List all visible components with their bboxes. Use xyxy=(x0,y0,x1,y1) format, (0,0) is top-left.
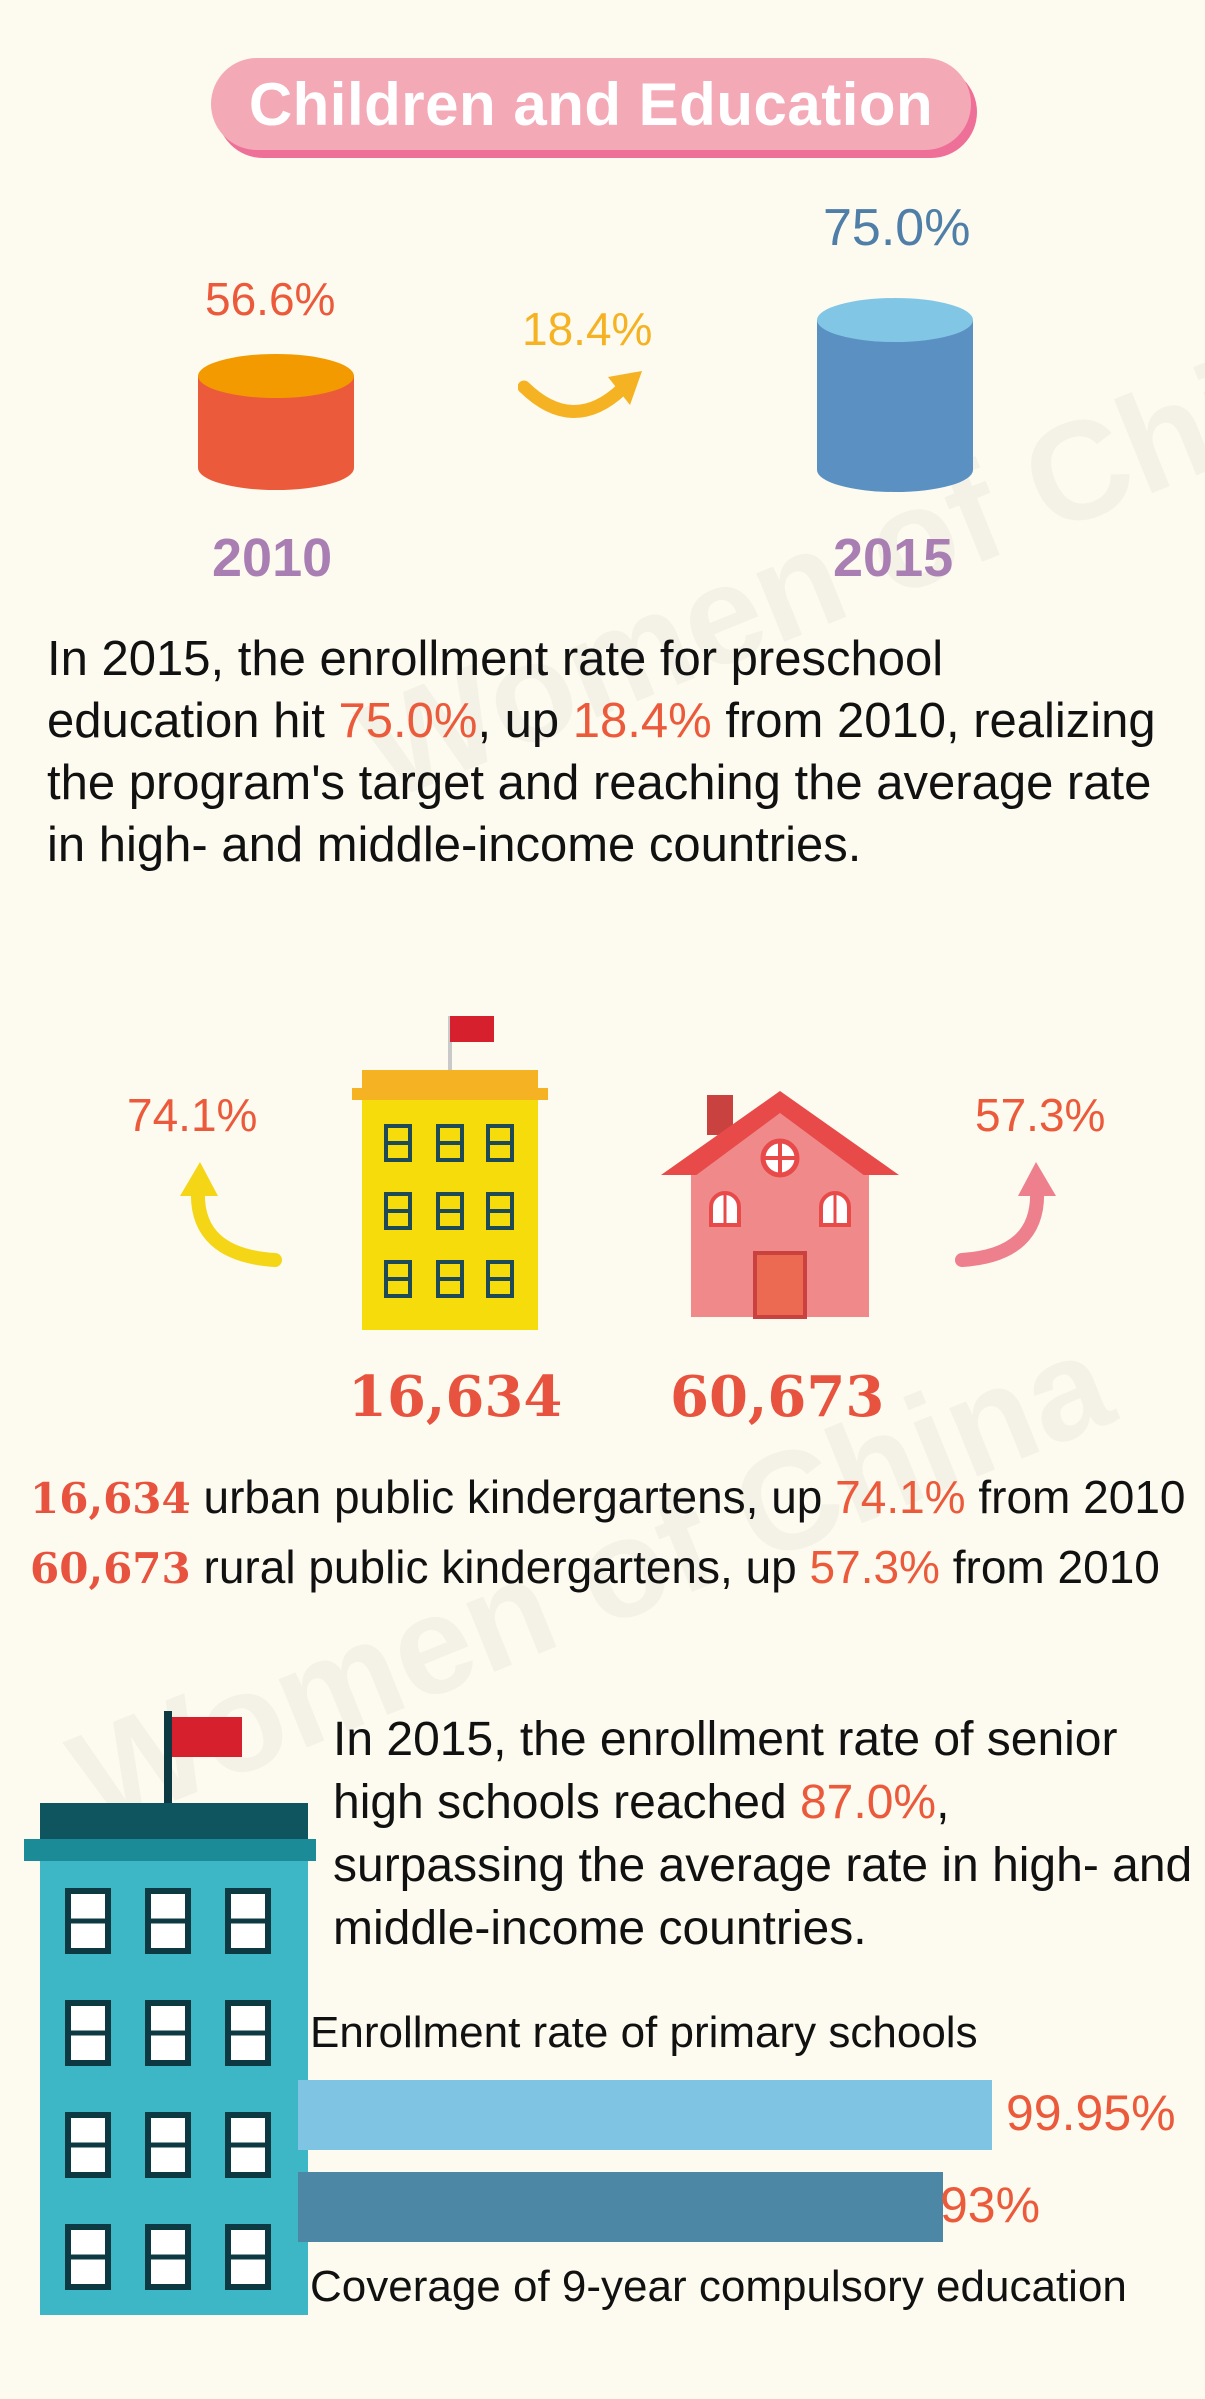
primary-enrollment-bar xyxy=(298,2080,992,2150)
highlight-value: 18.4% xyxy=(572,694,712,748)
school-building-icon xyxy=(24,1711,316,2315)
compulsory-bar-value: 93% xyxy=(940,2177,1041,2233)
line-text: urban public kindergartens, up xyxy=(190,1471,836,1523)
compulsory-education-bar xyxy=(298,2172,943,2242)
rural-count: 60,673 xyxy=(670,1364,885,1430)
rate-2015: 75.0% xyxy=(823,199,971,257)
rural-line: 60,673 rural public kindergartens, up 57… xyxy=(30,1540,1160,1594)
preschool-paragraph: In 2015, the enrollment rate for prescho… xyxy=(47,628,1167,876)
rate-2010: 56.6% xyxy=(205,273,336,325)
rural-line-number: 60,673 xyxy=(30,1544,191,1593)
urban-line-number: 16,634 xyxy=(30,1474,191,1523)
cylinder-2015-icon xyxy=(817,298,973,492)
line-text: from 2010 xyxy=(965,1471,1186,1523)
line-pct: 74.1% xyxy=(835,1471,966,1523)
paragraph-text: from 2010, realizing the program's targe… xyxy=(47,694,1156,872)
rural-growth: 57.3% xyxy=(975,1089,1106,1141)
rural-house-icon xyxy=(661,1091,899,1319)
primary-bar-value: 99.95% xyxy=(1006,2085,1176,2141)
highlight-value: 87.0% xyxy=(799,1776,937,1829)
paragraph-text: , surpassing the average rate in high- a… xyxy=(333,1776,1193,1955)
year-2010: 2010 xyxy=(212,528,333,588)
urban-growth: 74.1% xyxy=(127,1089,258,1141)
curved-arrow-icon xyxy=(518,371,642,418)
primary-bar-label: Enrollment rate of primary schools xyxy=(310,2008,978,2057)
cylinder-2010-icon xyxy=(198,354,354,490)
title-banner: Children and Education xyxy=(211,58,971,150)
line-text: rural public kindergartens, up xyxy=(190,1541,810,1593)
paragraph-text: In 2015, the enrollment rate of senior h… xyxy=(333,1713,1118,1829)
urban-growth-arrow-icon xyxy=(180,1162,282,1267)
rural-growth-arrow-icon xyxy=(955,1162,1056,1267)
urban-building-icon xyxy=(352,1016,548,1330)
highlight-value: 75.0% xyxy=(338,694,478,748)
urban-count: 16,634 xyxy=(348,1364,563,1430)
year-2015: 2015 xyxy=(833,528,954,588)
paragraph-text: In 2015, the enrollment rate for prescho… xyxy=(47,632,944,748)
line-pct: 57.3% xyxy=(809,1541,940,1593)
senior-high-paragraph: In 2015, the enrollment rate of senior h… xyxy=(333,1708,1193,1960)
line-text: from 2010 xyxy=(939,1541,1160,1593)
rate-increase: 18.4% xyxy=(522,303,653,355)
compulsory-bar-label: Coverage of 9-year compulsory education xyxy=(310,2262,1127,2311)
urban-line: 16,634 urban public kindergartens, up 74… xyxy=(30,1470,1186,1524)
paragraph-text: , up xyxy=(477,694,573,748)
page-title: Children and Education xyxy=(248,70,934,138)
